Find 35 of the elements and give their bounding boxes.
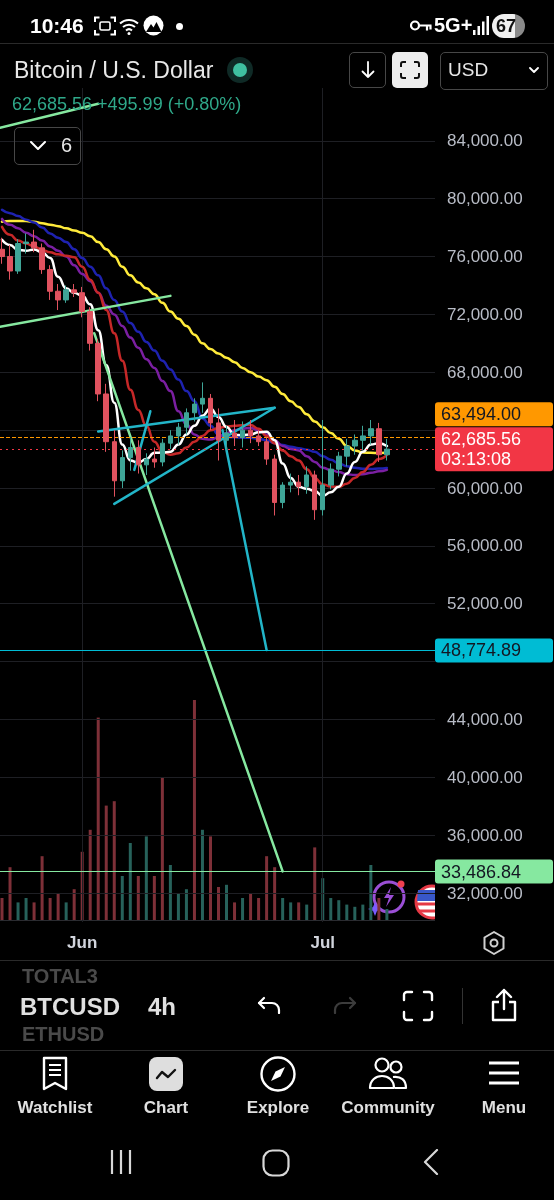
ref-line-label: 62,685.56 (441, 429, 522, 450)
y-tick-label: 56,000.00 (447, 536, 523, 556)
y-tick-label: 52,000.00 (447, 594, 523, 614)
text: 4h (148, 993, 177, 1021)
text: ETHUSD (22, 1023, 105, 1046)
y-tick-label: 36,000.00 (447, 825, 523, 845)
y-tick-label: 68,000.00 (447, 362, 523, 382)
text: Chart (143, 1098, 189, 1118)
text: Menu (481, 1098, 527, 1118)
y-tick-label: 72,000.00 (447, 304, 523, 324)
ref-line-label: 33,486.84 (441, 861, 522, 882)
text: 03:13:08 (441, 449, 512, 470)
y-tick-label: 40,000.00 (447, 767, 523, 787)
y-tick-label: 44,000.00 (447, 709, 523, 729)
ref-line-label: 63,494.00 (441, 404, 522, 425)
text: 5G+ (434, 14, 473, 37)
text: Community (341, 1098, 435, 1118)
y-tick-label: 80,000.00 (447, 189, 523, 209)
text: USD (448, 59, 489, 81)
y-tick-label: 32,000.00 (447, 883, 523, 903)
y-tick-label: 84,000.00 (447, 131, 523, 151)
text: 67 (496, 16, 517, 37)
ref-line-label: 48,774.89 (441, 640, 522, 661)
chart-subtitle: 62,685.56 +495.99 (+0.80%) (12, 94, 242, 115)
x-tick-label: Jun (67, 933, 98, 952)
text: BTCUSD (20, 993, 120, 1021)
text: TOTAL3 (22, 965, 98, 988)
text: 10:46 (30, 14, 84, 39)
y-tick-label: 60,000.00 (447, 478, 523, 498)
chart-title: Bitcoin / U.S. Dollar (14, 57, 214, 84)
text: Watchlist (17, 1098, 93, 1118)
annotation: 6 (61, 134, 73, 157)
text: Explore (246, 1098, 310, 1118)
y-tick-label: 76,000.00 (447, 247, 523, 267)
x-tick-label: Jul (310, 933, 336, 952)
